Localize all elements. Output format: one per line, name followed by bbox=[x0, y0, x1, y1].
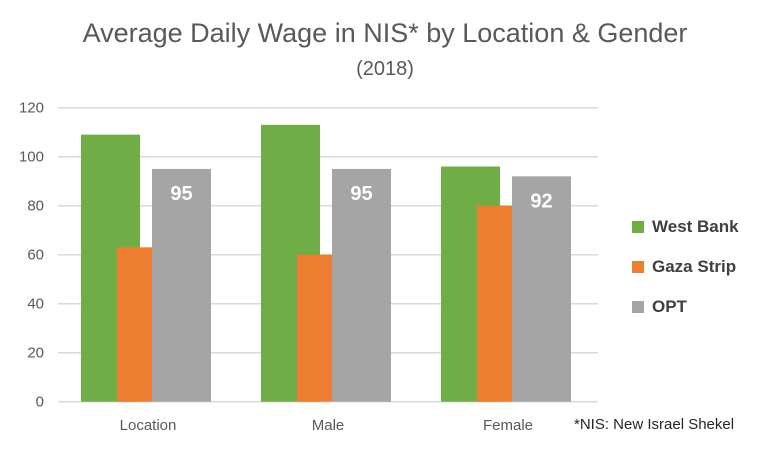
legend-label: OPT bbox=[652, 297, 687, 316]
legend-label: Gaza Strip bbox=[652, 257, 737, 276]
y-tick-label: 80 bbox=[27, 198, 44, 215]
legend-swatch bbox=[632, 261, 644, 273]
legend-item: Gaza Strip bbox=[632, 257, 736, 277]
legend-swatch bbox=[632, 221, 644, 233]
footnote: *NIS: New Israel Shekel bbox=[574, 416, 735, 433]
y-tick-label: 20 bbox=[27, 345, 44, 362]
chart-title: Average Daily Wage in NIS* by Location &… bbox=[82, 18, 688, 48]
bar-opt bbox=[512, 176, 571, 402]
legend-swatch bbox=[632, 301, 644, 313]
y-tick-label: 120 bbox=[19, 100, 44, 117]
x-tick-label: Female bbox=[483, 417, 533, 434]
legend-item: OPT bbox=[632, 297, 687, 317]
data-label: 95 bbox=[170, 183, 192, 205]
bar-gaza-strip bbox=[477, 205, 512, 402]
data-label: 92 bbox=[530, 190, 552, 212]
y-tick-label: 40 bbox=[27, 296, 44, 313]
legend-item: West Bank bbox=[632, 217, 739, 237]
x-tick-label: Male bbox=[312, 417, 345, 434]
bar-opt bbox=[332, 168, 391, 402]
legend-label: West Bank bbox=[652, 217, 739, 236]
bar-gaza-strip bbox=[117, 247, 152, 402]
y-tick-label: 60 bbox=[27, 247, 44, 264]
x-tick-label: Location bbox=[120, 417, 177, 434]
y-tick-label: 0 bbox=[36, 394, 44, 411]
chart-subtitle: (2018) bbox=[356, 58, 414, 80]
data-label: 95 bbox=[350, 183, 372, 205]
bar-gaza-strip bbox=[297, 254, 332, 402]
y-tick-label: 100 bbox=[19, 149, 44, 166]
bar-opt bbox=[152, 168, 211, 402]
